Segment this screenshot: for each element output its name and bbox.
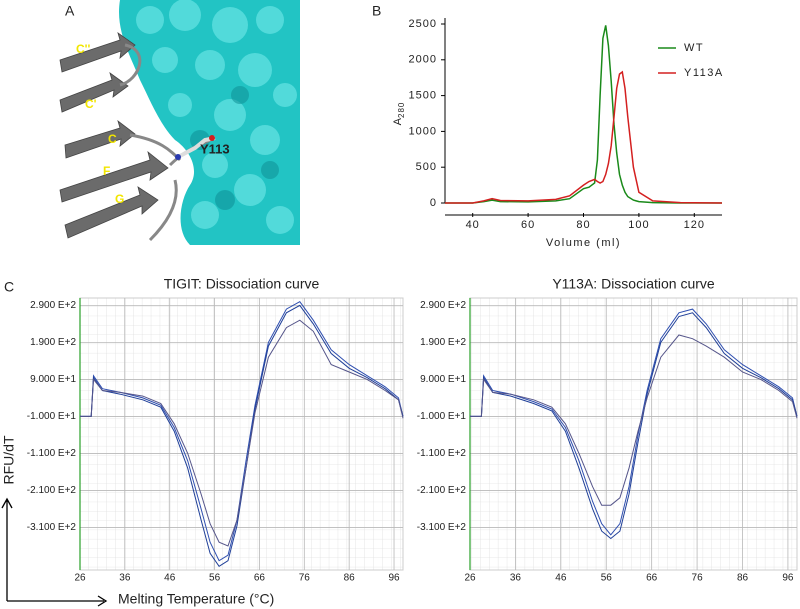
- strand-label: G: [115, 192, 124, 206]
- y-tick-label: -2.100 E+2: [417, 485, 467, 496]
- data-line: [445, 25, 722, 204]
- y-tick-label: 9.000 E+1: [30, 374, 76, 385]
- x-tick-label: 100: [628, 219, 649, 231]
- y-tick-label: 2.900 E+2: [420, 300, 466, 311]
- x-tick-label: 26: [74, 573, 86, 584]
- strand-label: C': [85, 97, 97, 111]
- y-tick-label: -3.100 E+2: [27, 522, 77, 533]
- y-tick-label: -1.000 E+1: [27, 411, 77, 422]
- x-tick-label: 76: [692, 573, 704, 584]
- y-tick-label: 2500: [409, 18, 437, 30]
- y-tick-label: 1.900 E+2: [420, 337, 466, 348]
- data-line: [80, 319, 404, 547]
- x-tick-label: 120: [684, 219, 705, 231]
- y-axis-label-sub: 280: [397, 102, 406, 118]
- x-tick-label: 36: [119, 573, 131, 584]
- x-axis-label: Melting Temperature (°C): [118, 591, 274, 607]
- y-tick-label: 1000: [409, 125, 437, 137]
- x-tick-label: 60: [521, 219, 535, 231]
- x-tick-label: 46: [555, 573, 567, 584]
- x-tick-label: 96: [782, 573, 794, 584]
- structure-image: [55, 0, 300, 245]
- y-tick-label: -1.100 E+2: [417, 448, 467, 459]
- x-tick-label: 86: [344, 573, 356, 584]
- axis-arrow: [1, 497, 108, 607]
- legend-label: Y113A: [684, 67, 724, 79]
- y-tick-label: 500: [416, 161, 437, 173]
- data-line: [445, 70, 723, 204]
- x-tick-label: 80: [576, 219, 590, 231]
- strand-label: C'': [76, 42, 91, 56]
- x-tick-label: 66: [254, 573, 266, 584]
- x-tick-label: 26: [464, 573, 476, 584]
- x-tick-label: 66: [646, 573, 658, 584]
- y-tick-label: 1500: [409, 90, 437, 102]
- y-tick-label: 2.900 E+2: [30, 300, 76, 311]
- legend-label: WT: [684, 42, 704, 54]
- x-tick-label: 56: [601, 573, 613, 584]
- chart-title: Y113A: Dissociation curve: [552, 276, 715, 292]
- data-line: [80, 304, 404, 567]
- y-tick-label: -2.100 E+2: [27, 485, 77, 496]
- plot-area: [469, 297, 798, 571]
- chart-title: TIGIT: Dissociation curve: [164, 276, 320, 292]
- x-tick-label: 56: [209, 573, 221, 584]
- residue-label: Y113: [200, 141, 230, 156]
- y-tick-label: 0: [430, 197, 437, 209]
- x-tick-label: 76: [299, 573, 311, 584]
- x-axis-label: Volume (ml): [546, 237, 621, 249]
- panel-label: C: [4, 279, 14, 295]
- strand-label: C: [108, 132, 117, 146]
- y-tick-label: 9.000 E+1: [420, 374, 466, 385]
- panel-label: A: [65, 3, 75, 19]
- panel-label: B: [372, 3, 381, 19]
- strand-label: F: [103, 164, 110, 178]
- y-tick-label: 2000: [409, 54, 437, 66]
- y-axis-label-main: A: [392, 117, 404, 125]
- y-tick-label: -1.000 E+1: [417, 411, 467, 422]
- x-tick-label: 46: [164, 573, 176, 584]
- y-tick-label: -3.100 E+2: [417, 522, 467, 533]
- data-line: [470, 312, 798, 540]
- plot-area: [79, 297, 404, 571]
- x-tick-label: 96: [388, 573, 400, 584]
- y-tick-label: 1.900 E+2: [30, 337, 76, 348]
- y-tick-label: -1.100 E+2: [27, 448, 77, 459]
- data-line: [470, 334, 798, 506]
- x-tick-label: 86: [737, 573, 749, 584]
- y-axis-label: RFU/dT: [1, 435, 17, 484]
- x-tick-label: 40: [466, 219, 480, 231]
- x-tick-label: 36: [510, 573, 522, 584]
- y-axis-label: A280: [392, 102, 406, 126]
